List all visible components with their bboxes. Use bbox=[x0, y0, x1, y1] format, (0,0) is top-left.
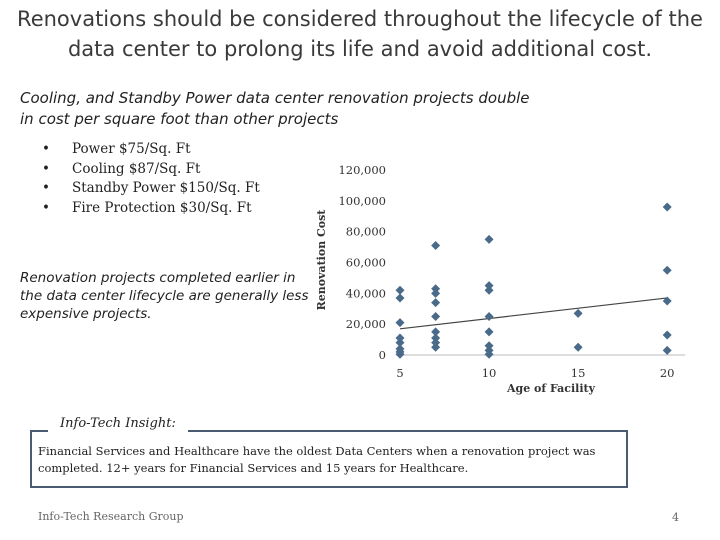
cost-bullet-list: Power $75/Sq. Ft Cooling $87/Sq. Ft Stan… bbox=[42, 140, 260, 218]
insight-box bbox=[30, 430, 628, 488]
data-point bbox=[395, 338, 405, 348]
data-point bbox=[484, 341, 494, 351]
data-point bbox=[662, 345, 672, 355]
data-point bbox=[395, 318, 405, 328]
data-point bbox=[662, 296, 672, 306]
data-point bbox=[484, 327, 494, 337]
trendline bbox=[399, 297, 668, 330]
data-point bbox=[431, 333, 441, 343]
x-axis-title: Age of Facility bbox=[506, 382, 596, 395]
renovation-cost-scatter-chart: Renovation Cost Age of Facility 0 20,000 4… bbox=[315, 163, 685, 395]
data-point bbox=[573, 342, 583, 352]
data-point bbox=[395, 333, 405, 343]
data-point bbox=[573, 308, 583, 318]
bullet-cooling: Cooling $87/Sq. Ft bbox=[42, 160, 260, 180]
y-tick-label: 120,000 bbox=[338, 163, 386, 177]
data-point bbox=[484, 285, 494, 295]
data-point bbox=[395, 293, 405, 303]
bullet-standby-power: Standby Power $150/Sq. Ft bbox=[42, 179, 260, 199]
data-point bbox=[484, 281, 494, 291]
footer-company: Info-Tech Research Group bbox=[38, 510, 184, 523]
y-axis-title: Renovation Cost bbox=[315, 209, 328, 311]
slide-title: Renovations should be considered through… bbox=[17, 7, 703, 61]
data-points bbox=[395, 202, 672, 359]
x-tick-label: 10 bbox=[482, 366, 497, 380]
data-point bbox=[431, 298, 441, 308]
data-point bbox=[484, 349, 494, 359]
y-axis-ticks: 0 20,000 40,000 60,000 80,000 100,000 120,000 bbox=[338, 163, 386, 362]
data-point bbox=[662, 265, 672, 275]
y-tick-label: 40,000 bbox=[346, 286, 386, 300]
y-tick-label: 80,000 bbox=[346, 225, 386, 239]
x-tick-label: 5 bbox=[396, 366, 403, 380]
data-point bbox=[484, 311, 494, 321]
y-tick-label: 60,000 bbox=[346, 256, 386, 270]
y-tick-label: 100,000 bbox=[338, 194, 386, 208]
data-point bbox=[431, 284, 441, 294]
page-number: 4 bbox=[672, 511, 679, 524]
data-point bbox=[431, 241, 441, 251]
data-point bbox=[662, 202, 672, 212]
x-tick-label: 15 bbox=[571, 366, 586, 380]
bullet-fire-protection: Fire Protection $30/Sq. Ft bbox=[42, 199, 260, 219]
bullet-power: Power $75/Sq. Ft bbox=[42, 140, 260, 160]
data-point bbox=[395, 285, 405, 295]
data-point bbox=[431, 311, 441, 321]
slide-subtitle: Cooling, and Standby Power data center r… bbox=[20, 89, 530, 128]
data-point bbox=[431, 288, 441, 298]
data-point bbox=[431, 327, 441, 337]
data-point bbox=[662, 330, 672, 340]
insight-label: Info-Tech Insight: bbox=[48, 415, 188, 433]
x-tick-label: 20 bbox=[660, 366, 675, 380]
y-tick-label: 0 bbox=[379, 348, 386, 362]
x-axis-ticks: 5 10 15 20 bbox=[396, 366, 674, 380]
data-point bbox=[431, 342, 441, 352]
insight-text: Financial Services and Healthcare have t… bbox=[38, 444, 596, 475]
data-point bbox=[484, 234, 494, 244]
y-tick-label: 20,000 bbox=[346, 317, 386, 331]
lifecycle-note: Renovation projects completed earlier in… bbox=[20, 270, 309, 322]
data-point bbox=[431, 338, 441, 348]
data-point bbox=[395, 349, 405, 359]
